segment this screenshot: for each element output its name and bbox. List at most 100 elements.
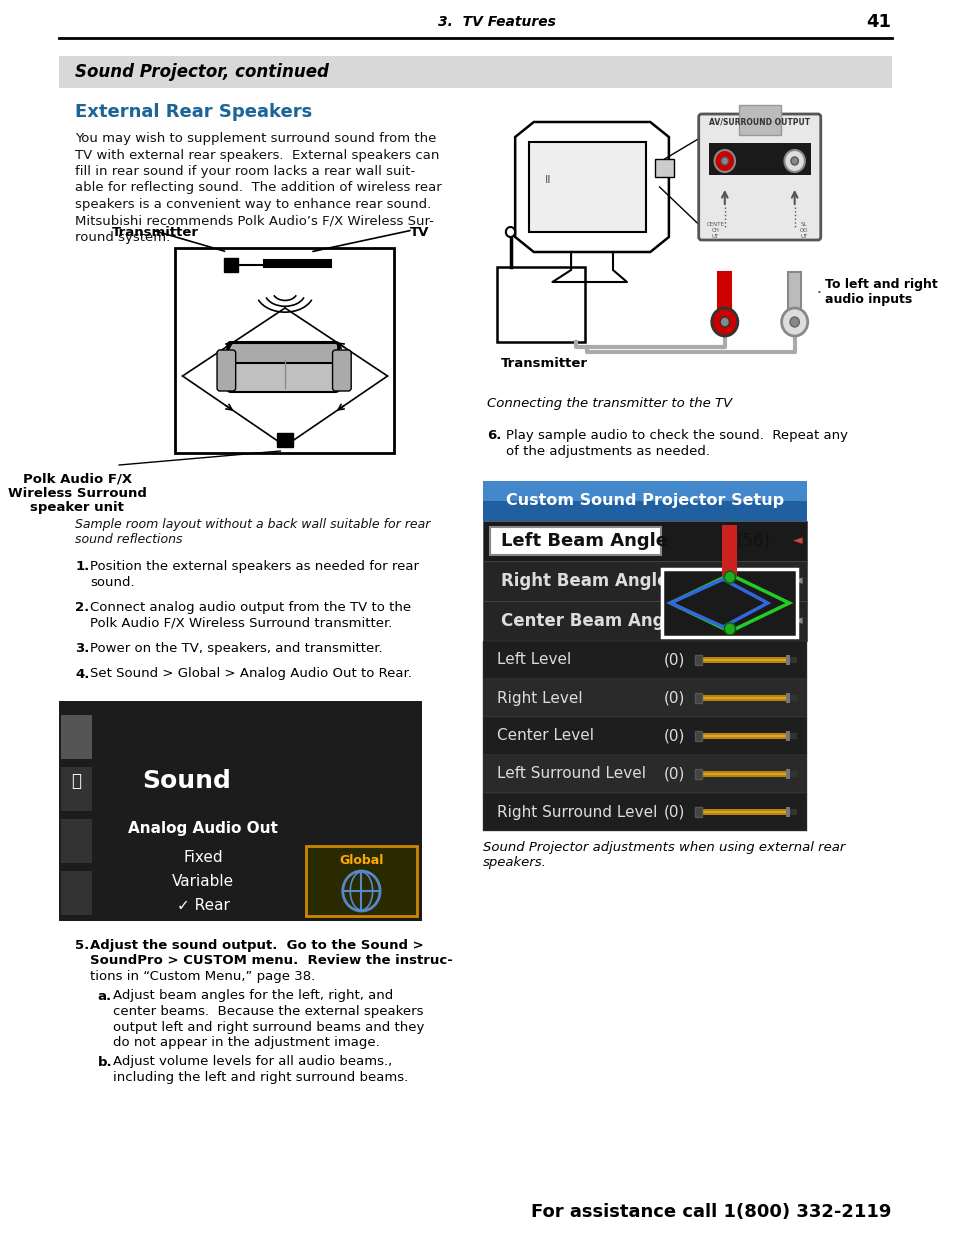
Text: speaker unit: speaker unit [30, 501, 124, 514]
Text: ◄: ◄ [792, 535, 801, 547]
Text: CENTE
CH
UT: CENTE CH UT [706, 222, 723, 238]
Text: 2.: 2. [75, 601, 90, 614]
Text: L: L [798, 156, 803, 165]
Bar [694, 769, 701, 779]
FancyBboxPatch shape [216, 350, 235, 391]
Bar [490, 527, 660, 555]
Text: b.: b. [97, 1056, 112, 1068]
Bar [482, 480, 806, 521]
Text: Adjust volume levels for all audio beams.,: Adjust volume levels for all audio beams… [112, 1056, 392, 1068]
Bar [785, 693, 789, 703]
Text: Right Level: Right Level [496, 690, 581, 705]
Bar [696, 734, 789, 739]
Text: (0): (0) [663, 652, 685, 667]
Text: Polk Audio F/X: Polk Audio F/X [23, 473, 132, 487]
Bar [482, 601, 806, 641]
Bar [694, 693, 701, 703]
Text: Right Beam Angle: Right Beam Angle [500, 572, 668, 590]
Circle shape [720, 157, 728, 165]
Bar [482, 793, 806, 831]
Bar [276, 433, 294, 447]
Bar [694, 806, 701, 818]
Bar [694, 655, 701, 664]
Circle shape [783, 149, 804, 172]
Bar [696, 771, 789, 777]
Text: (0): (0) [663, 767, 685, 782]
Bar [223, 258, 238, 272]
Text: You may wish to supplement surround sound from the: You may wish to supplement surround soun… [75, 132, 436, 144]
Bar [696, 657, 797, 663]
Bar [482, 755, 806, 793]
Text: (0): (0) [663, 804, 685, 820]
Text: Sound Projector adjustments when using external rear: Sound Projector adjustments when using e… [482, 841, 844, 853]
Text: Polk Audio F/X Wireless Surround transmitter.: Polk Audio F/X Wireless Surround transmi… [91, 616, 393, 630]
Bar [482, 641, 806, 679]
Text: TV: TV [410, 226, 429, 240]
Text: Global: Global [339, 855, 383, 867]
Text: 6.: 6. [487, 429, 501, 442]
Text: Left Level: Left Level [496, 652, 570, 667]
Text: Right Surround Level: Right Surround Level [496, 804, 657, 820]
Circle shape [711, 308, 737, 336]
Text: For assistance call 1(800) 332-2119: For assistance call 1(800) 332-2119 [531, 1203, 891, 1221]
Bar [696, 734, 797, 739]
Bar [482, 561, 806, 601]
FancyBboxPatch shape [228, 343, 337, 363]
Text: able for reflecting sound.  The addition of wireless rear: able for reflecting sound. The addition … [75, 182, 441, 194]
Bar [785, 806, 789, 818]
Bar [696, 695, 789, 701]
Text: Transmitter: Transmitter [500, 357, 588, 370]
Text: tions in “Custom Menu,” page 38.: tions in “Custom Menu,” page 38. [91, 969, 315, 983]
Bar [696, 735, 789, 737]
Text: Left Surround Level: Left Surround Level [496, 767, 645, 782]
Text: Center Level: Center Level [496, 729, 593, 743]
Bar [785, 655, 789, 664]
Bar [60, 871, 92, 915]
Bar [785, 731, 789, 741]
Text: Wireless Surround: Wireless Surround [8, 487, 147, 500]
Text: Adjust the sound output.  Go to the Sound >: Adjust the sound output. Go to the Sound… [91, 939, 424, 952]
Bar [696, 771, 797, 777]
Text: round system.: round system. [75, 231, 171, 245]
Text: Connect analog audio output from the TV to the: Connect analog audio output from the TV … [91, 601, 411, 614]
Circle shape [781, 308, 807, 336]
Text: Sound: Sound [142, 769, 232, 793]
Text: ✓ Rear: ✓ Rear [176, 898, 230, 913]
Text: Left Beam Angle: Left Beam Angle [500, 532, 667, 550]
Bar [482, 480, 806, 501]
Text: (56): (56) [736, 532, 770, 550]
Bar [718, 272, 731, 312]
Text: AV/SURROUND OUTPUT: AV/SURROUND OUTPUT [708, 117, 809, 126]
Text: Center Beam Angle: Center Beam Angle [500, 613, 681, 630]
Bar [529, 142, 645, 232]
Bar [655, 159, 673, 177]
Bar [58, 701, 421, 921]
Text: Set Sound > Global > Analog Audio Out to Rear.: Set Sound > Global > Analog Audio Out to… [91, 667, 412, 680]
Circle shape [505, 227, 515, 237]
Bar [60, 767, 92, 811]
Text: II: II [544, 175, 551, 185]
Bar [263, 261, 331, 267]
Bar [60, 819, 92, 863]
Text: 41: 41 [865, 14, 891, 31]
Text: center beams.  Because the external speakers: center beams. Because the external speak… [112, 1005, 423, 1018]
Text: speakers is a convenient way to enhance rear sound.: speakers is a convenient way to enhance … [75, 198, 431, 211]
Text: (0): (0) [663, 690, 685, 705]
FancyBboxPatch shape [227, 342, 338, 391]
Text: Adjust beam angles for the left, right, and: Adjust beam angles for the left, right, … [112, 989, 393, 1003]
Text: Play sample audio to check the sound.  Repeat any: Play sample audio to check the sound. Re… [505, 429, 847, 442]
Text: 3.  TV Features: 3. TV Features [437, 15, 555, 28]
Text: Analog Audio Out: Analog Audio Out [128, 821, 277, 836]
Bar [721, 525, 737, 577]
Text: 3.: 3. [75, 642, 90, 655]
Bar [696, 809, 797, 815]
Text: Mitsubishi recommends Polk Audio’s F/X Wireless Sur-: Mitsubishi recommends Polk Audio’s F/X W… [75, 215, 434, 227]
Text: 🔊: 🔊 [71, 772, 81, 790]
Circle shape [723, 622, 735, 635]
Text: Sample room layout without a back wall suitable for rear: Sample room layout without a back wall s… [75, 517, 431, 531]
Circle shape [714, 149, 734, 172]
Text: Custom Sound Projector Setup: Custom Sound Projector Setup [505, 494, 783, 509]
Text: Fixed: Fixed [183, 850, 223, 864]
Text: including the left and right surround beams.: including the left and right surround be… [112, 1071, 408, 1084]
Bar [696, 695, 797, 701]
